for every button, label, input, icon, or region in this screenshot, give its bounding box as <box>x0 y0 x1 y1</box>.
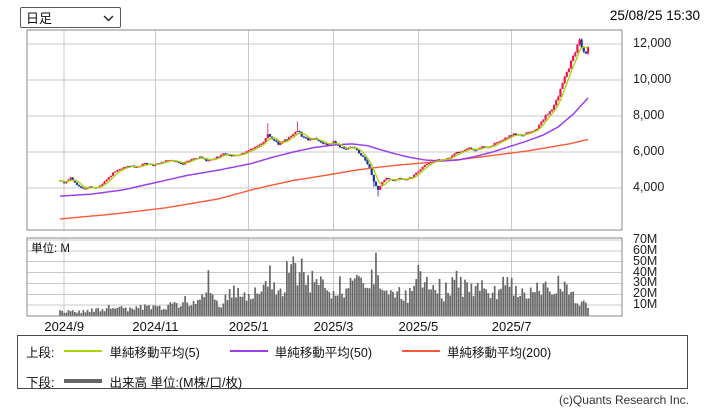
time-axis-tick: 2025/1 <box>228 319 269 334</box>
volume-axis-tick: 30M <box>633 275 658 290</box>
volume-axis-tick: 10M <box>633 297 658 312</box>
volume-label: 出来高 単位:(M株/口/枚) <box>109 375 243 390</box>
volume-unit-label: 単位: M <box>31 243 70 255</box>
legend-box: 上段: 単純移動平均(5) 単純移動平均(50) 単純移動平均(200) 下段:… <box>17 335 688 392</box>
price-axis-tick: 12,000 <box>633 36 672 50</box>
legend-lower-row: 下段: 出来高 単位:(M株/口/枚) <box>18 370 687 392</box>
volume-axis-tick: 60M <box>633 242 658 257</box>
price-axis-tick: 8,000 <box>633 108 665 122</box>
legend-item-ma50: 単純移動平均(50) <box>229 342 372 361</box>
legend-item-ma200: 単純移動平均(200) <box>402 342 551 361</box>
legend-lower-label: 下段: <box>26 375 55 390</box>
volume-axis-tick: 40M <box>633 264 658 279</box>
legend-upper-row: 上段: 単純移動平均(5) 単純移動平均(50) 単純移動平均(200) <box>18 340 687 362</box>
ma50-label: 単純移動平均(50) <box>274 345 372 360</box>
volume-axis-tick: 50M <box>633 253 658 268</box>
volume-axis-tick: 70M <box>633 232 658 246</box>
time-axis-tick: 2025/7 <box>491 319 532 334</box>
volume-axis-tick: 20M <box>633 286 658 301</box>
price-axis-tick: 6,000 <box>633 144 665 158</box>
timestamp: 25/08/25 15:30 <box>609 8 700 23</box>
time-axis-tick: 2025/5 <box>398 319 439 334</box>
time-axis-tick: 2024/9 <box>44 319 85 334</box>
legend-item-volume: 出来高 単位:(M株/口/枚) <box>64 372 242 391</box>
ma200-label: 単純移動平均(200) <box>447 345 552 360</box>
ma5-line-sample <box>64 350 103 352</box>
time-axis-tick: 2024/11 <box>132 319 179 334</box>
volume-bars <box>59 252 589 316</box>
candlestick-series <box>58 38 590 197</box>
ma200-line-sample <box>402 350 440 352</box>
ma5-label: 単純移動平均(5) <box>109 345 200 360</box>
legend-item-ma5: 単純移動平均(5) <box>64 342 200 361</box>
time-axis-tick: 2025/3 <box>313 319 354 334</box>
volume-line-sample <box>64 379 103 383</box>
price-axis-tick: 4,000 <box>633 180 665 194</box>
ma-line <box>59 138 589 220</box>
legend-upper-label: 上段: <box>26 345 55 360</box>
chevron-down-icon <box>103 10 114 25</box>
ma50-line-sample <box>229 350 268 352</box>
price-axis-tick: 10,000 <box>633 72 672 86</box>
period-select[interactable]: 日足 <box>20 7 121 28</box>
period-select-value: 日足 <box>26 11 53 26</box>
ma-line <box>59 46 589 189</box>
copyright-credit: (c)Quants Research Inc. <box>558 393 689 407</box>
ma-line <box>59 97 589 197</box>
